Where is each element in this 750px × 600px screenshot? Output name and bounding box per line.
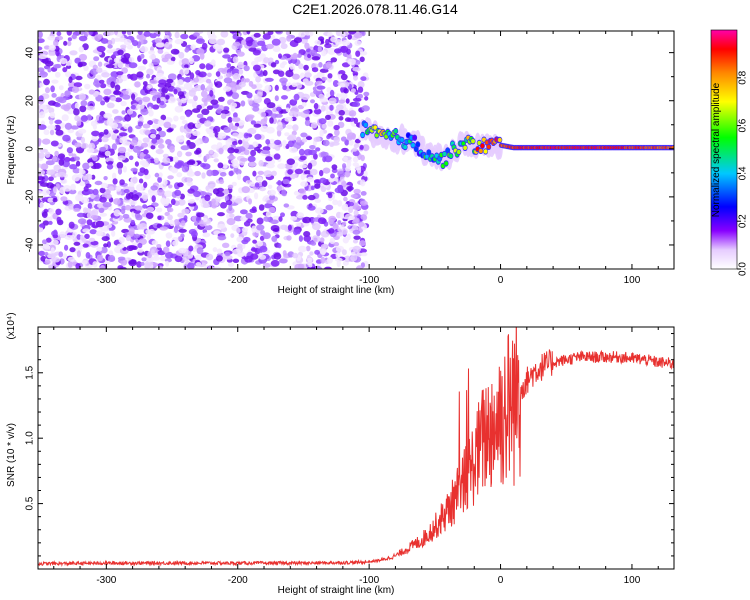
colorbar-gradient	[710, 29, 738, 270]
top-ytick-label: -20	[25, 189, 36, 204]
colorbar-tick-label: 0.0	[738, 262, 749, 276]
top-ytick-label: -40	[25, 237, 36, 252]
bottom-yscale-label: (x10⁴)	[6, 312, 17, 339]
top-ylabel: Frequency (Hz)	[6, 116, 17, 185]
top-xtick-label: 0	[498, 275, 504, 286]
axes-frames	[37, 30, 675, 570]
bottom-xtick-label: -300	[96, 575, 116, 586]
bottom-axes-frame	[37, 326, 675, 570]
top-xtick-label: -300	[96, 275, 116, 286]
colorbar-tick-label: 0.4	[738, 166, 749, 180]
colorbar-label: Normalized spectral amplitude	[711, 82, 722, 217]
top-ytick-label: 20	[25, 95, 36, 107]
bottom-xtick-label: 0	[498, 575, 504, 586]
snr-background	[38, 327, 674, 569]
colorbar-tick-label: 0.2	[738, 214, 749, 228]
top-xlabel: Height of straight line (km)	[278, 285, 395, 296]
bottom-ytick-label: 1.5	[25, 365, 36, 379]
spectrogram-plot-area	[38, 31, 674, 269]
bottom-xtick-label: 100	[624, 575, 641, 586]
snr-plot-area	[38, 327, 674, 569]
bottom-ylabel: SNR (10 * v/v)	[6, 423, 17, 487]
bottom-xtick-label: -100	[359, 575, 379, 586]
colorbar: 0.0 0.2 0.4 0.6 0.8 Normalized spectral ampli…	[710, 29, 749, 276]
top-ytick-label: 0	[25, 146, 36, 152]
top-axes-frame	[37, 30, 675, 270]
bottom-xtick-label: -200	[228, 575, 248, 586]
top-xtick-label: 100	[624, 275, 641, 286]
noise-region	[38, 31, 370, 269]
chart-title: C2E1.2026.078.11.46.G14	[292, 1, 458, 17]
top-xtick-label: -200	[228, 275, 248, 286]
colorbar-tick-label: 0.8	[738, 70, 749, 84]
bottom-xlabel: Height of straight line (km)	[278, 585, 395, 596]
bottom-ytick-label: 1.0	[25, 431, 36, 445]
signal-track	[359, 116, 674, 172]
top-ytick-label: 40	[25, 47, 36, 59]
bottom-ytick-label: 0.5	[25, 496, 36, 510]
colorbar-tick-label: 0.6	[738, 118, 749, 132]
snr-series-line	[38, 327, 674, 568]
top-xtick-label: -100	[359, 275, 379, 286]
